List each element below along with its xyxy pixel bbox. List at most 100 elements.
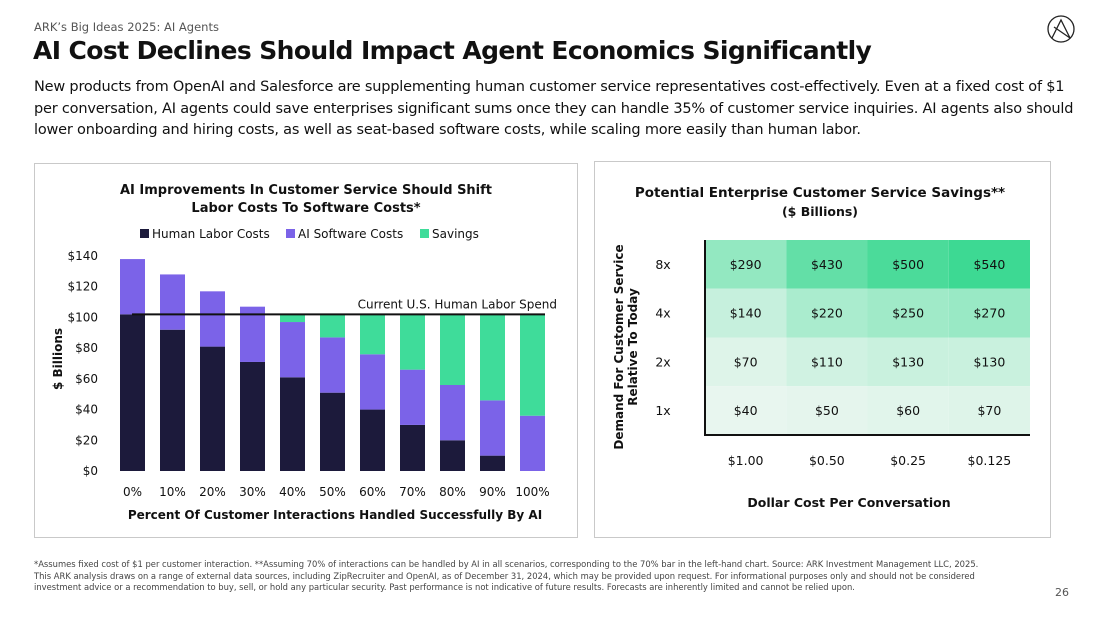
heatmap-cell-value: $70	[977, 403, 1001, 418]
heatmap-cell	[948, 288, 1030, 338]
heatmap-row-label: 1x	[655, 403, 670, 418]
heatmap-cell-value: $40	[734, 403, 758, 418]
heatmap-cell-value: $70	[734, 354, 758, 369]
heatmap-cell	[786, 337, 868, 387]
bar-chart-y-label: $ Billions	[51, 328, 65, 390]
heatmap-column-label: $0.25	[890, 453, 926, 468]
heatmap-cell-value: $220	[811, 306, 843, 321]
bar-segment	[400, 314, 425, 370]
bar-chart-bars	[120, 259, 545, 471]
heatmap-cell-value: $140	[730, 306, 762, 321]
heatmap-column-labels: $1.00 $0.50 $0.25 $0.125	[728, 453, 1012, 468]
intro-paragraph: New products from OpenAI and Salesforce …	[34, 79, 1074, 138]
bar-segment	[320, 337, 345, 393]
heatmap-column-label: $0.50	[809, 453, 845, 468]
bar-chart-title-line1: AI Improvements In Customer Service Shou…	[120, 183, 492, 198]
y-tick-label: $20	[75, 433, 98, 447]
heatmap-cell	[705, 337, 787, 387]
footnote-line: *Assumes fixed cost of $1 per customer i…	[34, 559, 979, 569]
bar-segment	[480, 400, 505, 456]
footnote: *Assumes fixed cost of $1 per customer i…	[34, 559, 1034, 594]
heatmap-cell-value: $290	[730, 257, 762, 272]
bar-segment	[120, 259, 145, 315]
bar-chart-y-axis: $0 $20 $40 $60 $80 $100 $120 $140	[67, 249, 98, 478]
heatmap-y-label-line2: Relative To Today	[626, 288, 640, 406]
heatmap-cell-value: $60	[896, 403, 920, 418]
x-tick-label: 80%	[439, 485, 466, 499]
heatmap-cell	[705, 288, 787, 338]
heatmap-cell	[786, 386, 868, 435]
bar-segment	[440, 385, 465, 441]
savings-heatmap: Potential Enterprise Customer Service Sa…	[612, 185, 1030, 510]
x-tick-label: 10%	[159, 485, 186, 499]
legend-label: AI Software Costs	[298, 227, 403, 241]
bar-segment	[320, 314, 345, 338]
heatmap-row-label: 8x	[655, 257, 670, 272]
y-tick-label: $120	[67, 280, 98, 294]
x-tick-label: 70%	[399, 485, 426, 499]
heatmap-cell	[867, 240, 949, 289]
heatmap-axes	[704, 240, 1030, 436]
bar-segment	[440, 314, 465, 385]
heatmap-cell-value: $500	[892, 257, 924, 272]
y-tick-label: $100	[67, 310, 98, 324]
bar-segment	[520, 415, 545, 471]
heatmap-row-label: 4x	[655, 306, 670, 321]
bar-segment	[360, 409, 385, 471]
reference-line-label: Current U.S. Human Labor Spend	[358, 297, 557, 311]
heatmap-cells: $290 $430 $500 $540 $140 $220 $250 $270 $70 $110 $…	[705, 240, 1030, 435]
heatmap-cell	[948, 337, 1030, 387]
bar-segment	[160, 274, 185, 330]
legend-label: Savings	[432, 227, 479, 241]
legend-swatch	[140, 229, 149, 238]
y-tick-label: $60	[75, 372, 98, 386]
savings-heatmap-panel: Potential Enterprise Customer Service Sa…	[594, 161, 1051, 538]
bar-chart-x-label: Percent Of Customer Interactions Handled…	[128, 508, 542, 522]
bar-segment	[120, 314, 145, 471]
page-number: 26	[1055, 586, 1069, 599]
x-tick-label: 90%	[479, 485, 506, 499]
heatmap-cell-value: $250	[892, 306, 924, 321]
bar-chart-title-line2: Labor Costs To Software Costs*	[191, 201, 420, 216]
legend-swatch	[286, 229, 295, 238]
bar-segment	[440, 440, 465, 471]
y-tick-label: $0	[83, 464, 98, 478]
bar-segment	[520, 314, 545, 416]
bar-segment	[280, 377, 305, 471]
stacked-bar-chart: AI Improvements In Customer Service Shou…	[51, 183, 557, 522]
heatmap-cell	[705, 240, 787, 289]
heatmap-column-label: $0.125	[968, 453, 1012, 468]
legend-label: Human Labor Costs	[152, 227, 270, 241]
heatmap-cell	[867, 288, 949, 338]
heatmap-cell	[948, 386, 1030, 435]
footnote-line: This ARK analysis draws on a range of ex…	[34, 570, 975, 581]
x-tick-label: 100%	[515, 485, 549, 499]
bar-segment	[480, 314, 505, 401]
bar-segment	[360, 354, 385, 410]
bar-segment	[360, 314, 385, 355]
heatmap-cell	[867, 386, 949, 435]
ark-logo-icon	[1047, 15, 1075, 43]
x-tick-label: 0%	[123, 485, 142, 499]
bar-chart-x-axis: 0% 10% 20% 30% 40% 50% 60% 70% 80% 90% 100%	[123, 485, 550, 499]
heatmap-column-label: $1.00	[728, 453, 764, 468]
bar-segment	[400, 424, 425, 471]
stacked-bar-chart-panel: AI Improvements In Customer Service Shou…	[34, 163, 578, 538]
heatmap-cell	[948, 240, 1030, 289]
bar-segment	[400, 369, 425, 425]
heatmap-cell-value: $50	[815, 403, 839, 418]
bar-segment	[240, 306, 265, 362]
heatmap-x-label: Dollar Cost Per Conversation	[747, 495, 950, 510]
bar-chart-legend: Human Labor Costs AI Software Costs Saving…	[140, 227, 479, 241]
heatmap-cell-value: $270	[973, 306, 1005, 321]
y-tick-label: $140	[67, 249, 98, 263]
bar-segment	[320, 392, 345, 471]
deck-subtitle: ARK’s Big Ideas 2025: AI Agents	[34, 20, 219, 34]
heatmap-row-label: 2x	[655, 354, 670, 369]
x-tick-label: 40%	[279, 485, 306, 499]
heatmap-row-labels: 8x 4x 2x 1x	[655, 257, 670, 418]
bar-segment	[240, 361, 265, 471]
x-tick-label: 20%	[199, 485, 226, 499]
page-title: AI Cost Declines Should Impact Agent Eco…	[33, 36, 872, 65]
y-tick-label: $40	[75, 403, 98, 417]
